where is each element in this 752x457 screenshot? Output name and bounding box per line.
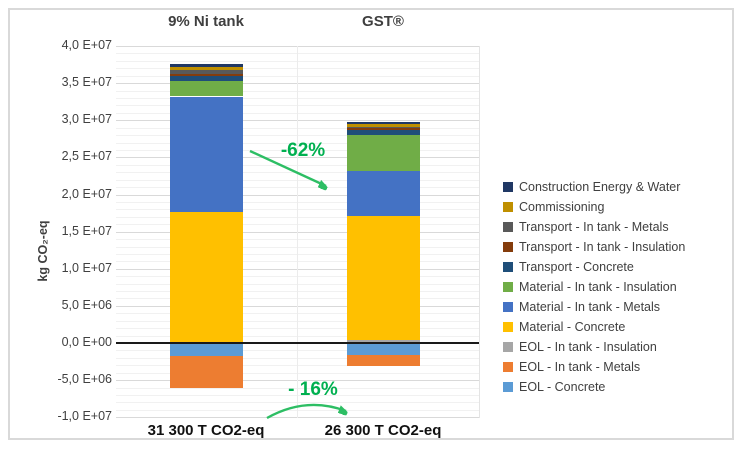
legend-item: Material - In tank - Insulation	[503, 277, 685, 297]
bar-segment	[347, 215, 420, 340]
legend-swatch	[503, 202, 513, 212]
y-tick-label: 2,0 E+07	[61, 186, 112, 201]
legend-label: EOL - In tank - Metals	[519, 360, 641, 374]
y-tick-label: 2,5 E+07	[61, 149, 112, 164]
legend-item: Transport - In tank - Insulation	[503, 237, 685, 257]
bar-segment	[347, 124, 420, 127]
legend-item: EOL - Concrete	[503, 377, 685, 397]
total-label-ni-tank: 31 300 T CO2-eq	[147, 422, 265, 439]
legend-swatch	[503, 262, 513, 272]
bar-segment	[170, 73, 243, 77]
bar-segment	[347, 343, 420, 355]
bar-segment	[170, 343, 243, 356]
y-tick-label: 3,0 E+07	[61, 112, 112, 127]
figure-border	[8, 8, 734, 440]
annotation-total-delta: - 16%	[288, 379, 338, 400]
legend-item: Construction Energy & Water	[503, 177, 685, 197]
bar-segment	[347, 127, 420, 131]
plot-right-border-line	[479, 46, 480, 418]
category-separator-line	[297, 46, 298, 418]
y-tick-label: 1,0 E+07	[61, 260, 112, 275]
legend-label: Commissioning	[519, 200, 605, 214]
y-tick-label: 4,0 E+07	[61, 38, 112, 52]
legend-swatch	[503, 362, 513, 372]
legend-swatch	[503, 242, 513, 252]
bar-segment	[347, 134, 420, 172]
legend: Construction Energy & Water Commissioning…	[503, 177, 685, 397]
bar-segment	[347, 171, 420, 216]
bar-segment	[170, 212, 243, 343]
legend-label: Material - In tank - Insulation	[519, 280, 677, 294]
legend-swatch	[503, 382, 513, 392]
legend-swatch	[503, 182, 513, 192]
legend-item: Material - In tank - Metals	[503, 297, 685, 317]
legend-swatch	[503, 222, 513, 232]
legend-label: Construction Energy & Water	[519, 180, 681, 194]
legend-item: Material - Concrete	[503, 317, 685, 337]
bar-segment	[170, 70, 243, 74]
y-tick-label: 5,0 E+06	[61, 297, 112, 312]
bar-segment	[170, 76, 243, 81]
zero-axis-line	[116, 342, 479, 344]
legend-label: Transport - In tank - Insulation	[519, 240, 686, 254]
y-tick-label: 1,5 E+07	[61, 223, 112, 238]
bar-segment	[170, 66, 243, 71]
bar-segment	[347, 126, 420, 128]
y-axis-title: kg CO₂-eq	[36, 220, 50, 282]
legend-label: Transport - In tank - Metals	[519, 220, 669, 234]
bar-segment	[170, 96, 243, 213]
legend-swatch	[503, 342, 513, 352]
annotation-metals-delta: -62%	[280, 140, 326, 161]
legend-item: Transport - Concrete	[503, 257, 685, 277]
bar-segment	[347, 130, 420, 135]
y-tick-label: -5,0 E+06	[57, 372, 112, 387]
column-header-gst: GST®	[362, 13, 404, 30]
legend-label: Transport - Concrete	[519, 260, 634, 274]
legend-item: Transport - In tank - Metals	[503, 217, 685, 237]
legend-label: EOL - Concrete	[519, 380, 606, 394]
y-tick-label: 0,0 E+00	[61, 335, 112, 349]
bar-segment	[170, 355, 243, 389]
legend-swatch	[503, 302, 513, 312]
legend-item: EOL - In tank - Insulation	[503, 337, 685, 357]
bar-segment	[347, 122, 420, 125]
legend-label: Material - In tank - Metals	[519, 300, 661, 314]
bar-segment	[170, 64, 243, 67]
bar-segment	[170, 80, 243, 97]
legend-label: EOL - In tank - Insulation	[519, 340, 657, 354]
bar-segment	[347, 339, 420, 343]
legend-swatch	[503, 322, 513, 332]
legend-label: Material - Concrete	[519, 320, 626, 334]
column-header-ni-tank: 9% Ni tank	[168, 13, 244, 30]
legend-swatch	[503, 282, 513, 292]
bar-segment	[347, 354, 420, 366]
total-label-gst: 26 300 T CO2-eq	[324, 422, 442, 439]
y-tick-label: 3,5 E+07	[61, 75, 112, 90]
legend-item: Commissioning	[503, 197, 685, 217]
legend-item: EOL - In tank - Metals	[503, 357, 685, 377]
y-tick-label: -1,0 E+07	[57, 409, 112, 424]
